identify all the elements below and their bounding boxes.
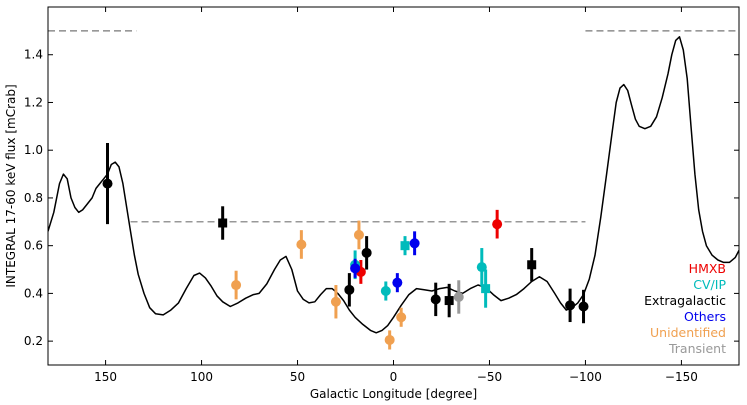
ticks-layer: 150 100 50 0 −50 −100 −150 0.2 0.4 0.6 0.8 1.0 1.2 1.… xyxy=(24,7,739,384)
point-extragalactic-1 xyxy=(102,143,113,225)
y-tick-label: 0.4 xyxy=(24,286,43,300)
point-others-1 xyxy=(350,258,361,278)
circle-marker xyxy=(361,247,372,258)
square-marker xyxy=(400,241,410,251)
x-tick-label: 150 xyxy=(94,370,117,384)
point-unidentified-4 xyxy=(353,220,364,250)
point-cv-ip-3 xyxy=(400,236,410,256)
point-unidentified-5 xyxy=(384,330,395,350)
point-extragalactic-3 xyxy=(344,273,355,307)
square-marker xyxy=(218,218,228,228)
point-extragalactic-9 xyxy=(578,289,589,324)
legend-hmxb: HMXB xyxy=(689,261,726,276)
point-cv-ip-5 xyxy=(481,269,491,308)
point-unidentified-1 xyxy=(231,270,242,300)
x-tick-label: 50 xyxy=(290,370,305,384)
legend-unidentified: Unidentified xyxy=(650,325,726,340)
circle-marker xyxy=(350,263,361,274)
circle-marker xyxy=(578,301,589,312)
y-tick-label: 0.6 xyxy=(24,239,43,253)
square-marker xyxy=(444,296,454,306)
circle-marker xyxy=(565,300,576,311)
circle-marker xyxy=(453,291,464,302)
legend-transient: Transient xyxy=(668,341,726,356)
point-hmxb-2 xyxy=(492,209,503,239)
point-extragalactic-5 xyxy=(430,282,441,317)
legend-extragalactic: Extragalactic xyxy=(644,293,726,308)
circle-marker xyxy=(231,280,242,291)
sensitivity-curve xyxy=(48,36,739,334)
point-cv-ip-2 xyxy=(380,281,391,301)
circle-marker xyxy=(384,334,395,345)
circle-marker xyxy=(330,296,341,307)
circle-marker xyxy=(296,239,307,250)
point-unidentified-6 xyxy=(396,307,407,327)
x-axis-label: Galactic Longitude [degree] xyxy=(310,387,477,401)
y-tick-label: 0.8 xyxy=(24,191,43,205)
point-transient-1 xyxy=(453,280,464,314)
circle-marker xyxy=(430,294,441,305)
point-unidentified-2 xyxy=(296,230,307,259)
circle-marker xyxy=(102,178,113,189)
circle-marker xyxy=(344,284,355,295)
x-tick-label: −50 xyxy=(477,370,502,384)
point-unidentified-3 xyxy=(330,285,341,319)
y-tick-label: 1.2 xyxy=(24,95,43,109)
y-tick-label: 1.0 xyxy=(24,143,43,157)
point-extragalactic-4 xyxy=(361,236,372,270)
plot-frame xyxy=(47,6,740,366)
circle-marker xyxy=(409,238,420,249)
points-layer xyxy=(102,143,589,350)
x-tick-label: −100 xyxy=(569,370,602,384)
legend-cv-ip: CV/IP xyxy=(693,277,726,292)
point-others-3 xyxy=(409,231,420,256)
circle-marker xyxy=(380,286,391,297)
circle-marker xyxy=(392,277,403,288)
y-axis-label: INTEGRAL 17-60 keV flux [mCrab] xyxy=(4,84,18,287)
point-extragalactic-6 xyxy=(444,283,454,318)
y-tick-label: 0.2 xyxy=(24,334,43,348)
point-extragalactic-7 xyxy=(527,248,537,282)
point-extragalactic-2 xyxy=(218,206,228,240)
y-tick-label: 1.4 xyxy=(24,48,43,62)
x-tick-label: 100 xyxy=(190,370,213,384)
circle-marker xyxy=(353,229,364,240)
square-marker xyxy=(527,260,537,270)
curve-layer xyxy=(48,30,739,334)
square-marker xyxy=(481,284,491,294)
circle-marker xyxy=(492,219,503,230)
point-extragalactic-8 xyxy=(565,288,576,323)
legend: HMXBCV/IPExtragalacticOthersUnidentified… xyxy=(644,261,726,356)
x-tick-label: −150 xyxy=(665,370,698,384)
circle-marker xyxy=(396,312,407,323)
legend-others: Others xyxy=(684,309,726,324)
x-tick-label: 0 xyxy=(390,370,398,384)
point-others-2 xyxy=(392,273,403,293)
